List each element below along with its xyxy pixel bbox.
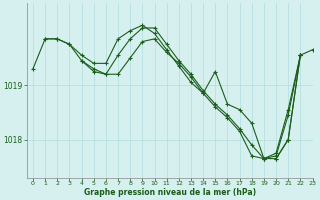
X-axis label: Graphe pression niveau de la mer (hPa): Graphe pression niveau de la mer (hPa) [84, 188, 256, 197]
